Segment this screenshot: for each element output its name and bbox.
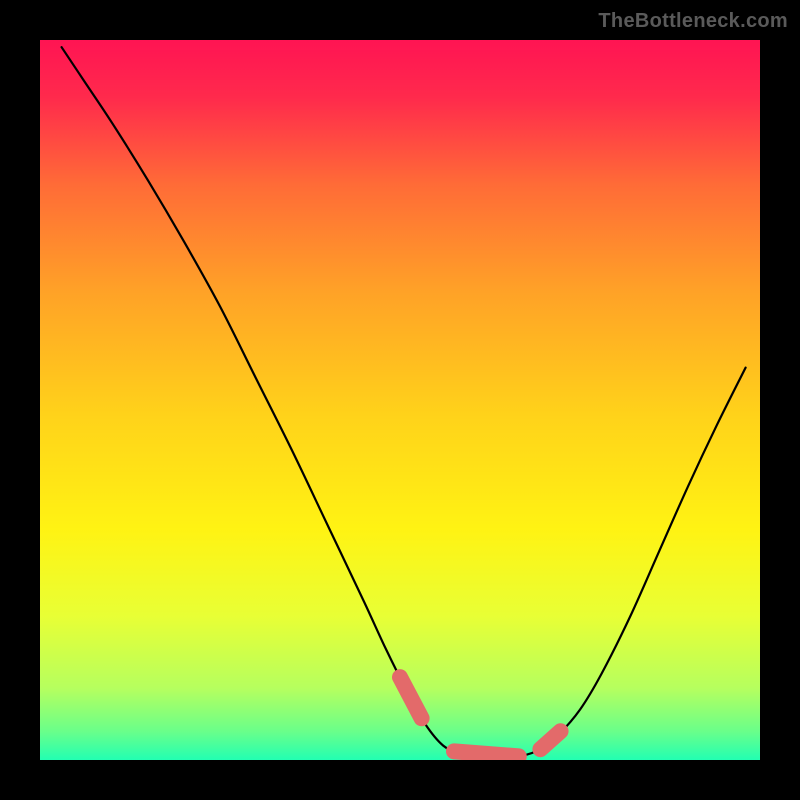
attribution-label: TheBottleneck.com	[598, 10, 788, 33]
highlight-segment-1	[454, 751, 519, 756]
plot-area	[40, 40, 760, 760]
chart-svg	[40, 40, 760, 760]
gradient-background	[40, 40, 760, 760]
chart-frame: TheBottleneck.com	[0, 0, 800, 800]
